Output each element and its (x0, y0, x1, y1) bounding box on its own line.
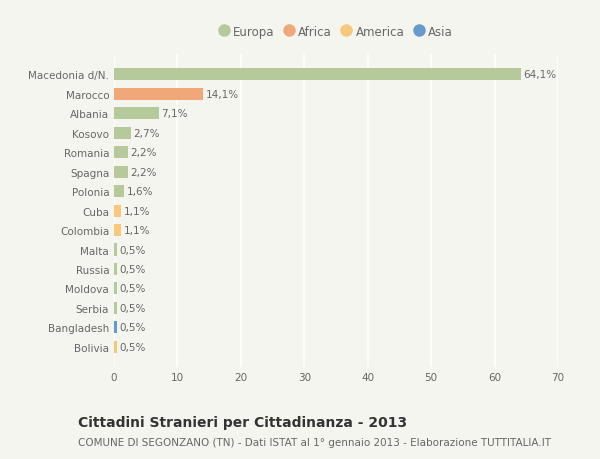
Text: 1,1%: 1,1% (124, 225, 150, 235)
Bar (114, 166, 128, 179)
Bar (114, 69, 521, 81)
Text: 14,1%: 14,1% (206, 90, 239, 100)
Text: 0,5%: 0,5% (120, 342, 146, 352)
Text: 2,2%: 2,2% (130, 168, 157, 177)
Legend: Europa, Africa, America, Asia: Europa, Africa, America, Asia (217, 23, 455, 41)
Text: 2,7%: 2,7% (134, 129, 160, 139)
Bar (114, 147, 128, 159)
Bar (114, 128, 131, 140)
Text: 64,1%: 64,1% (523, 70, 556, 80)
Bar (114, 341, 117, 353)
Bar (114, 283, 117, 295)
Bar (114, 89, 203, 101)
Bar (114, 205, 121, 217)
Bar (114, 302, 117, 314)
Bar (114, 224, 121, 236)
Text: 1,6%: 1,6% (127, 187, 153, 197)
Bar (114, 186, 124, 198)
Text: 0,5%: 0,5% (120, 284, 146, 294)
Text: Cittadini Stranieri per Cittadinanza - 2013: Cittadini Stranieri per Cittadinanza - 2… (78, 415, 407, 429)
Text: COMUNE DI SEGONZANO (TN) - Dati ISTAT al 1° gennaio 2013 - Elaborazione TUTTITAL: COMUNE DI SEGONZANO (TN) - Dati ISTAT al… (78, 437, 551, 447)
Text: 0,5%: 0,5% (120, 245, 146, 255)
Text: 0,5%: 0,5% (120, 264, 146, 274)
Text: 0,5%: 0,5% (120, 323, 146, 333)
Bar (114, 322, 117, 334)
Text: 7,1%: 7,1% (161, 109, 188, 119)
Bar (114, 108, 159, 120)
Text: 1,1%: 1,1% (124, 206, 150, 216)
Text: 2,2%: 2,2% (130, 148, 157, 158)
Bar (114, 244, 117, 256)
Text: 0,5%: 0,5% (120, 303, 146, 313)
Bar (114, 263, 117, 275)
